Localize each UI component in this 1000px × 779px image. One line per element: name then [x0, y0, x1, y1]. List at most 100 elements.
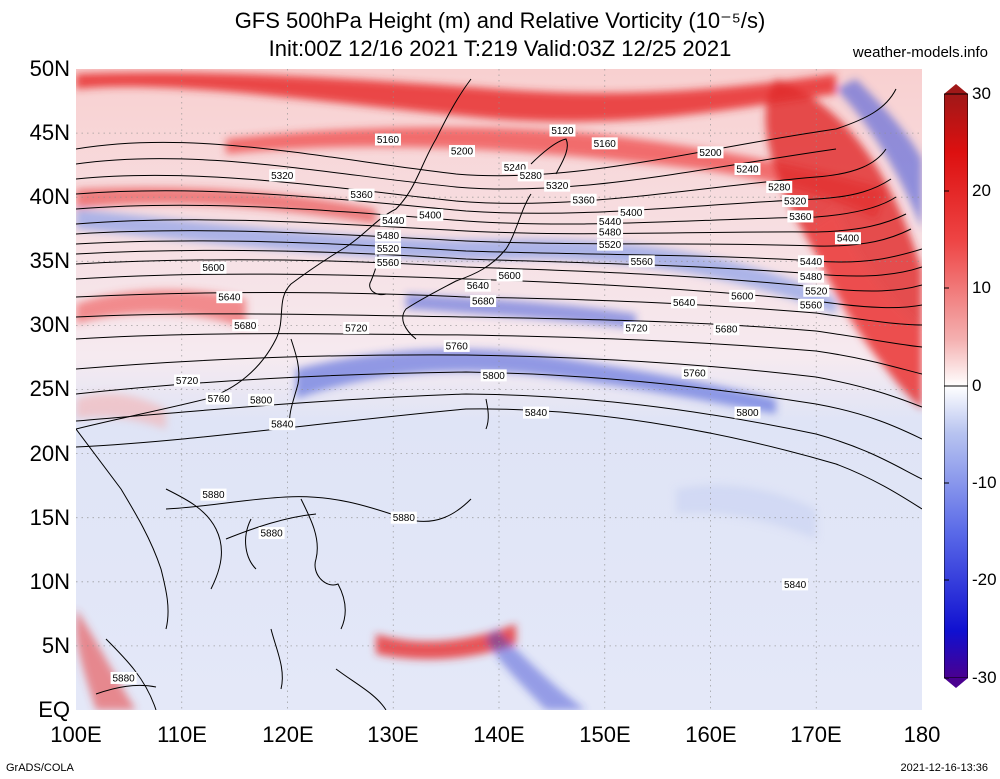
lon-label-170e: 170E	[790, 722, 842, 747]
contour-label: 5240	[734, 162, 761, 175]
contour-label: 5800	[734, 406, 761, 419]
svg-text:5760: 5760	[684, 368, 707, 379]
lat-label-5n: 5N	[41, 633, 70, 658]
generation-timestamp: 2021-12-16-13:36	[900, 762, 988, 774]
svg-text:5360: 5360	[572, 195, 595, 206]
svg-text:5880: 5880	[393, 513, 416, 524]
contour-label: 5560	[628, 255, 655, 268]
contour-label: 5680	[232, 319, 259, 332]
contour-label: 5360	[787, 210, 814, 223]
contour-label: 5200	[448, 145, 475, 158]
lat-label-40n: 40N	[29, 184, 70, 209]
svg-text:5440: 5440	[599, 217, 622, 228]
contour-label: 5120	[549, 124, 576, 137]
contour-label: 5320	[544, 179, 571, 192]
svg-text:5560: 5560	[377, 258, 400, 269]
colorbar-top-arrow	[944, 84, 968, 94]
svg-text:5440: 5440	[382, 216, 405, 227]
lon-label-180: 180	[903, 722, 941, 747]
svg-text:5640: 5640	[467, 281, 490, 292]
svg-text:5200: 5200	[699, 148, 722, 159]
colorbar	[944, 84, 968, 688]
contour-label: 5360	[348, 188, 375, 201]
colorbar-label-minus20: -20	[972, 570, 997, 589]
svg-text:5400: 5400	[620, 208, 643, 219]
contour-label: 5720	[174, 374, 201, 387]
contour-label: 5640	[216, 291, 243, 304]
contour-label: 5200	[697, 146, 724, 159]
contour-label: 5320	[269, 169, 296, 182]
svg-text:5720: 5720	[625, 323, 648, 334]
svg-text:5480: 5480	[599, 227, 622, 238]
lat-label-15n: 15N	[29, 505, 70, 530]
contour-label: 5640	[464, 279, 491, 292]
contour-label: 5760	[443, 339, 470, 352]
contour-label: 5600	[729, 289, 756, 302]
svg-text:5200: 5200	[451, 147, 474, 158]
contour-label: 5800	[248, 393, 275, 406]
lat-label-30n: 30N	[29, 312, 70, 337]
svg-text:5160: 5160	[594, 139, 617, 150]
svg-text:5360: 5360	[789, 212, 812, 223]
contour-label: 5880	[110, 671, 137, 684]
lat-label-50n: 50N	[29, 56, 70, 81]
svg-text:5680: 5680	[472, 297, 495, 308]
svg-text:5480: 5480	[377, 231, 400, 242]
lat-label-10n: 10N	[29, 569, 70, 594]
svg-text:5560: 5560	[631, 257, 654, 268]
contour-label: 5520	[597, 238, 624, 251]
contour-label: 5480	[597, 225, 624, 238]
lon-label-110e: 110E	[157, 722, 207, 747]
contour-label: 5680	[470, 295, 497, 308]
svg-text:5240: 5240	[736, 164, 759, 175]
svg-text:5280: 5280	[520, 171, 543, 182]
contour-label: 5400	[417, 209, 444, 222]
svg-text:5280: 5280	[768, 182, 791, 193]
svg-text:5680: 5680	[234, 321, 257, 332]
svg-text:5440: 5440	[800, 257, 823, 268]
lon-label-120e: 120E	[262, 722, 314, 747]
lat-label-eq: EQ	[38, 697, 70, 722]
svg-text:5800: 5800	[483, 371, 506, 382]
contour-label: 5560	[797, 298, 824, 311]
lat-label-20n: 20N	[29, 441, 70, 466]
contour-label: 5840	[782, 578, 809, 591]
svg-text:5840: 5840	[525, 408, 548, 419]
contour-label: 5520	[803, 284, 830, 297]
svg-text:5880: 5880	[202, 490, 225, 501]
contour-label: 5880	[200, 488, 227, 501]
svg-text:5800: 5800	[736, 408, 759, 419]
svg-text:5720: 5720	[176, 376, 199, 387]
colorbar-label-minus10: -10	[972, 473, 997, 492]
contour-label: 5480	[797, 270, 824, 283]
site-credit[interactable]: weather-models.info	[852, 44, 988, 61]
lat-label-25n: 25N	[29, 376, 70, 401]
contour-label: 5440	[380, 214, 407, 227]
contour-label: 5280	[517, 169, 544, 182]
lon-label-100e: 100E	[50, 722, 102, 747]
svg-text:5320: 5320	[784, 197, 807, 208]
contour-label: 5440	[597, 215, 624, 228]
svg-text:5160: 5160	[377, 135, 400, 146]
contour-label: 5840	[523, 406, 550, 419]
svg-text:5600: 5600	[731, 291, 754, 302]
svg-text:5880: 5880	[112, 673, 135, 684]
svg-text:5400: 5400	[419, 211, 442, 222]
lat-label-35n: 35N	[29, 248, 70, 273]
colorbar-label-20: 20	[972, 181, 991, 200]
svg-text:5240: 5240	[504, 163, 527, 174]
svg-text:5720: 5720	[345, 323, 368, 334]
svg-text:5600: 5600	[202, 263, 225, 274]
contour-label: 5520	[374, 242, 401, 255]
svg-text:5800: 5800	[250, 395, 273, 406]
contour-label: 5440	[797, 255, 824, 268]
contour-label: 5400	[618, 206, 645, 219]
svg-text:5120: 5120	[551, 126, 574, 137]
svg-text:5360: 5360	[350, 190, 373, 201]
contour-label: 5560	[374, 256, 401, 269]
svg-text:5880: 5880	[261, 529, 284, 540]
colorbar-label-30: 30	[972, 84, 991, 103]
contour-label: 5880	[390, 511, 417, 524]
